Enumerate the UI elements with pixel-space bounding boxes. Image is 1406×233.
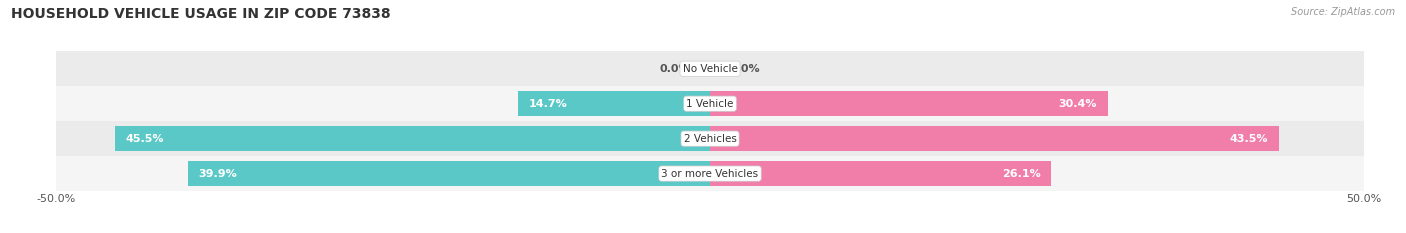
Bar <box>56 156 1364 191</box>
Bar <box>710 161 1052 186</box>
Text: 39.9%: 39.9% <box>198 169 238 178</box>
Text: 2 Vehicles: 2 Vehicles <box>683 134 737 144</box>
Bar <box>188 161 710 186</box>
Text: Source: ZipAtlas.com: Source: ZipAtlas.com <box>1291 7 1395 17</box>
Text: No Vehicle: No Vehicle <box>682 64 738 74</box>
Bar <box>56 51 1364 86</box>
Bar <box>710 91 1108 116</box>
Text: 45.5%: 45.5% <box>125 134 165 144</box>
Text: 1 Vehicle: 1 Vehicle <box>686 99 734 109</box>
Text: 43.5%: 43.5% <box>1230 134 1268 144</box>
Text: 3 or more Vehicles: 3 or more Vehicles <box>661 169 759 178</box>
Text: 26.1%: 26.1% <box>1002 169 1040 178</box>
Bar <box>710 126 1279 151</box>
Bar <box>115 126 710 151</box>
Bar <box>56 86 1364 121</box>
Bar <box>517 91 710 116</box>
Bar <box>56 121 1364 156</box>
Text: 0.0%: 0.0% <box>659 64 690 74</box>
Text: 14.7%: 14.7% <box>529 99 567 109</box>
Text: 30.4%: 30.4% <box>1059 99 1097 109</box>
Text: 0.0%: 0.0% <box>730 64 761 74</box>
Text: HOUSEHOLD VEHICLE USAGE IN ZIP CODE 73838: HOUSEHOLD VEHICLE USAGE IN ZIP CODE 7383… <box>11 7 391 21</box>
